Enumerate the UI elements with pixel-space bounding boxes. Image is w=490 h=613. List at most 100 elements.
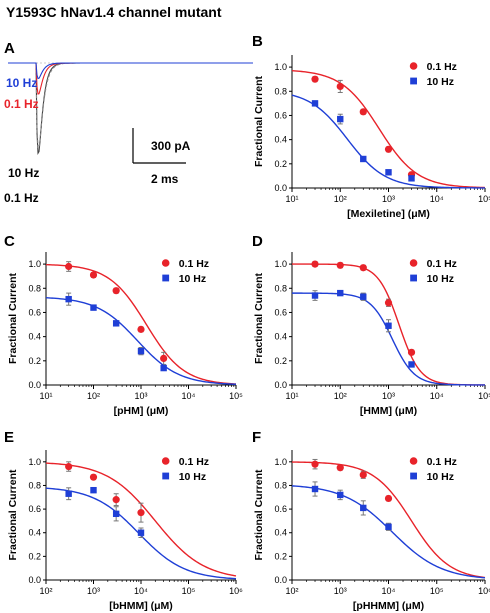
panel-e-series-blue-point bbox=[112, 510, 120, 518]
panel-b-ytick-label: 0.6 bbox=[274, 110, 287, 120]
panel-f-series-red-point bbox=[336, 464, 344, 472]
panel-b-xtick-label: 10⁵ bbox=[478, 194, 490, 204]
panel-b-series-red-point bbox=[384, 145, 393, 153]
trace-label-10hz-black: 10 Hz bbox=[8, 166, 39, 180]
dose-response-panels: B 0.0 0.2 0.4 0.6 0.8 1.0 10¹ 10² 10³ 10⁴ 10⁵ [Mexil… bbox=[4, 33, 490, 612]
panel-e-series-red-legend-label: 0.1 Hz bbox=[179, 456, 209, 468]
panel-d: D 0.0 0.2 0.4 0.6 0.8 1.0 10¹ 10² 10³ 10⁴ 10⁵ [HMM] … bbox=[252, 233, 490, 417]
current-scale-label: 300 pA bbox=[151, 139, 191, 153]
panel-f-series-blue-point bbox=[385, 523, 392, 531]
panel-e-series-blue-legend-label: 10 Hz bbox=[179, 471, 206, 483]
panel-e-series-blue-point bbox=[137, 529, 145, 536]
panel-c-series-red-point bbox=[89, 271, 98, 279]
panel-b-xtick-label: 10² bbox=[334, 194, 347, 204]
panel-b-ytick-label: 0.2 bbox=[274, 159, 287, 169]
panel-d-ytick-label: 1.0 bbox=[274, 259, 287, 269]
panel-a: A 10 Hz 0.1 Hz 10 Hz 0.1 Hz 300 pA 2 ms bbox=[4, 40, 253, 205]
panel-d-series-red-point bbox=[384, 299, 393, 307]
panel-b-xtick-label: 10³ bbox=[382, 194, 395, 204]
panel-c-xtick-label: 10³ bbox=[134, 391, 147, 401]
trace-label-01hz-black: 0.1 Hz bbox=[4, 191, 39, 205]
panel-d-series-blue-point bbox=[337, 289, 344, 297]
panel-e-letter: E bbox=[4, 429, 14, 446]
trace-10hz-drug bbox=[8, 62, 253, 80]
panel-c-ytick-label: 0.0 bbox=[28, 380, 41, 390]
panel-b-series-red-point bbox=[336, 82, 344, 91]
figure-title: Y1593C hNav1.4 channel mutant bbox=[6, 4, 222, 20]
panel-c-ytick-label: 0.8 bbox=[28, 283, 41, 293]
panel-e-xtick-label: 10² bbox=[39, 586, 52, 596]
panel-f-x-axis-label: [pHHMM] (μM) bbox=[353, 600, 424, 612]
panel-e-series-red-point bbox=[89, 473, 98, 481]
panel-d-series-blue-point bbox=[408, 361, 415, 368]
panel-d-series-blue-legend-marker bbox=[410, 274, 417, 282]
panel-b-series-blue-legend-label: 10 Hz bbox=[427, 76, 454, 88]
panel-f-series-blue-point bbox=[360, 504, 367, 512]
panel-c: C 0.0 0.2 0.4 0.6 0.8 1.0 10¹ 10² 10³ 10⁴ 10⁵ [pHM] … bbox=[4, 233, 243, 417]
panel-b-letter: B bbox=[252, 33, 263, 50]
panel-d-series-red-legend-marker bbox=[409, 259, 418, 267]
panel-e-ytick-label: 0.4 bbox=[28, 528, 41, 538]
trace-label-10hz-blue: 10 Hz bbox=[6, 76, 37, 90]
panel-e-series-red-point bbox=[112, 496, 120, 504]
panel-f-xtick-label: 10³ bbox=[334, 586, 347, 596]
panel-e-series-red-point bbox=[65, 462, 73, 471]
panel-c-series-blue-point bbox=[160, 364, 167, 372]
panel-c-series-red-point bbox=[160, 354, 168, 362]
panel-c-xtick-label: 10¹ bbox=[39, 391, 52, 401]
panel-f-ytick-label: 1.0 bbox=[274, 457, 287, 467]
panel-d-y-axis-label: Fractional Current bbox=[253, 272, 265, 364]
panel-e-series-red-legend-marker bbox=[161, 457, 170, 465]
trace-10hz-control bbox=[8, 62, 253, 149]
panel-d-ytick-label: 0.6 bbox=[274, 307, 287, 317]
panel-f: F 0.0 0.2 0.4 0.6 0.8 1.0 10² 10³ 10⁴ 10⁵ 10⁶ [pHHMM… bbox=[252, 429, 490, 612]
panel-e-xtick-label: 10⁵ bbox=[182, 586, 196, 596]
panel-e-ytick-label: 0.8 bbox=[28, 480, 41, 490]
panel-b-xtick-label: 10⁴ bbox=[430, 194, 444, 204]
panel-c-letter: C bbox=[4, 233, 15, 250]
panel-d-series-blue-legend-label: 10 Hz bbox=[427, 273, 454, 285]
panel-d-series-blue-point bbox=[385, 322, 392, 329]
panel-b-y-axis-label: Fractional Current bbox=[253, 75, 265, 167]
panel-f-xtick-label: 10⁴ bbox=[382, 586, 396, 596]
panel-c-series-blue-legend-marker bbox=[162, 274, 170, 282]
panel-d-series-red-point bbox=[407, 348, 416, 356]
panel-d-letter: D bbox=[252, 233, 263, 250]
panel-e-series-blue-legend-marker bbox=[162, 472, 170, 480]
panel-f-letter: F bbox=[252, 429, 261, 446]
panel-b-series-red-legend-marker bbox=[409, 62, 418, 70]
trace-label-01hz-red: 0.1 Hz bbox=[4, 97, 39, 111]
panel-e-series-blue-point bbox=[90, 486, 97, 494]
panel-f-series-red-legend-label: 0.1 Hz bbox=[427, 456, 457, 468]
panel-e-xtick-label: 10³ bbox=[87, 586, 100, 596]
panel-e-xtick-label: 10⁶ bbox=[229, 586, 243, 596]
panel-b-series-blue-point bbox=[408, 175, 415, 182]
panel-f-xtick-label: 10⁶ bbox=[478, 586, 490, 596]
panel-c-series-red-point bbox=[65, 262, 73, 271]
panel-f-ytick-label: 0.6 bbox=[274, 504, 287, 514]
trace-0p1hz-control bbox=[8, 62, 253, 155]
panel-f-series-blue-legend-label: 10 Hz bbox=[427, 471, 454, 483]
panel-d-x-axis-label: [HMM] (μM) bbox=[360, 405, 417, 417]
panel-f-series-red-legend-marker bbox=[409, 457, 418, 465]
panel-c-series-red-fit-curve bbox=[45, 263, 237, 385]
panel-c-series-red-point bbox=[112, 287, 120, 295]
panel-d-series-blue-point bbox=[360, 293, 367, 300]
panel-d-ytick-label: 0.8 bbox=[274, 283, 287, 293]
panel-c-ytick-label: 0.2 bbox=[28, 356, 41, 366]
panel-b-series-red-point bbox=[359, 108, 367, 116]
panel-c-series-red-legend-marker bbox=[161, 259, 170, 267]
panel-a-letter: A bbox=[4, 40, 15, 57]
panel-c-series-blue-point bbox=[112, 320, 120, 327]
panel-c-series-blue-fit-curve bbox=[45, 297, 237, 385]
panel-b-series-blue-point bbox=[311, 100, 319, 107]
panel-e-ytick-label: 0.0 bbox=[28, 575, 41, 585]
panel-b-series-blue-fit-curve bbox=[291, 94, 486, 189]
panel-d-xtick-label: 10³ bbox=[382, 391, 395, 401]
panel-f-series-red-point bbox=[311, 460, 319, 468]
panel-e-series-blue-point bbox=[65, 490, 72, 497]
panel-b-series-red-fit-curve bbox=[291, 70, 486, 189]
panel-e: E 0.0 0.2 0.4 0.6 0.8 1.0 10² 10³ 10⁴ 10⁵ 10⁶ [bHMM]… bbox=[4, 429, 243, 612]
panel-b-xtick-label: 10¹ bbox=[285, 194, 298, 204]
